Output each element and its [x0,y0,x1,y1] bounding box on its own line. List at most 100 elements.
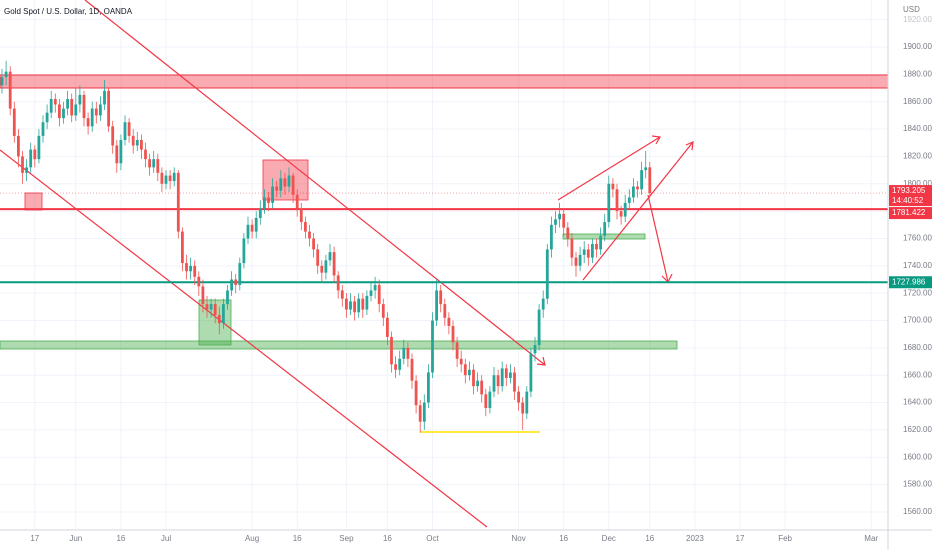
candle-body [254,217,258,232]
candle-body [275,186,279,191]
candle-body [82,94,86,119]
candle-body [451,325,455,343]
candle-body [623,202,627,217]
last-price-box [889,185,932,207]
candle-body [394,364,397,370]
candle-body [386,317,389,337]
candle-body [578,254,582,266]
candle-body [513,372,516,392]
candle-body [521,402,525,414]
candle-body [476,380,479,387]
candle-body [160,172,164,184]
candle-body [357,298,361,313]
candle-body [611,183,615,190]
axis-labels: 1560.000 1580.000 1600.000 1620.000 1640.000… [30,15,932,543]
candle-body [250,224,254,232]
candle-body [230,279,233,291]
arrow-head [685,141,694,151]
candle-body [439,290,443,305]
candle-body [496,375,500,387]
candle-body [381,304,385,318]
candle-body [443,304,447,318]
x-tick-label: 17 [30,534,39,543]
y-tick-label: 1700.000 [903,316,932,325]
price-line-box [889,276,932,289]
candle-body [640,170,643,190]
candle-body [41,122,45,136]
candle-body [168,175,172,182]
candle-body [615,189,619,212]
candle-body [263,197,266,209]
candle-body [599,235,602,250]
candle-body [99,104,102,116]
candle-body [111,126,115,146]
candle-body [185,263,188,272]
candle-body [418,405,422,422]
candle-body [509,372,512,378]
candle-body [103,90,106,105]
candle-body [320,265,324,273]
candle-body [74,104,78,116]
candle-body [500,368,504,387]
candle-body [586,249,590,258]
candle-body [144,149,147,160]
candle-body [37,135,41,160]
candle-body [373,284,377,291]
y-tick-label: 1840.000 [903,124,932,133]
candle-body [484,394,488,409]
candle-body [33,149,37,160]
y-tick-label: 1900.000 [903,42,932,51]
candle-body [504,368,508,378]
candle-body [447,317,451,326]
y-tick-label: 1740.000 [903,261,932,270]
candle-body [607,183,611,223]
x-tick-label: Aug [245,534,259,543]
candle-body [533,345,537,354]
x-tick-label: Sep [339,534,354,543]
candle-body [29,149,33,168]
candle-body [349,301,352,310]
candle-body [648,167,652,194]
candle-body [90,108,94,127]
candle-body [525,391,529,414]
candle-body [70,98,74,116]
candle-body [582,249,586,255]
candle-body [340,290,344,299]
candle-body [66,98,69,109]
candle-body [181,231,184,264]
candle-body [369,290,373,296]
trend-line [0,149,488,528]
price-lines [0,192,888,284]
candle-body [545,249,549,299]
candle-body [94,108,98,116]
candle-body [554,219,557,225]
candle-body [574,257,578,266]
candle-body [402,347,406,359]
candle-body [308,231,311,239]
x-tick-label: Jul [161,534,171,543]
candle-body [541,298,545,310]
x-tick-label: 16 [116,534,125,543]
x-tick-label: Feb [778,534,792,543]
y-tick-label: 1820.000 [903,152,932,161]
y-tick-label: 1760.000 [903,234,932,243]
x-tick-label: Mar [864,534,878,543]
candle-body [644,167,648,171]
y-tick-label: 1660.000 [903,370,932,379]
candle-body [324,260,328,273]
candle-body [529,353,533,392]
candle-body [603,222,607,236]
candle-body [488,391,492,409]
y-tick-label: 1860.000 [903,97,932,106]
last-price-label: 1793.205 [892,186,926,195]
candles [0,60,652,433]
x-tick-label: 16 [383,534,392,543]
candle-body [234,279,238,285]
candle-body [135,140,139,146]
y-tick-label: 1800.000 [903,179,932,188]
grid [0,0,888,530]
candle-body [636,186,639,190]
candle-body [238,263,242,285]
